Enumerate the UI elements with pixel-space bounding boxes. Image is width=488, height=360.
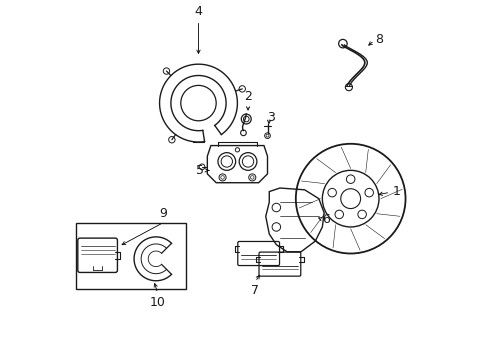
Text: 3: 3 [267, 111, 275, 124]
Text: 4: 4 [194, 5, 202, 18]
Text: 2: 2 [244, 90, 251, 103]
Text: 6: 6 [322, 213, 329, 226]
Text: 9: 9 [159, 207, 167, 220]
Text: 8: 8 [375, 33, 383, 46]
Bar [76, 224, 186, 289]
Text: 1: 1 [392, 185, 400, 198]
Text: 5: 5 [195, 164, 203, 177]
Text: 7: 7 [251, 284, 259, 297]
Text: 10: 10 [149, 296, 165, 309]
